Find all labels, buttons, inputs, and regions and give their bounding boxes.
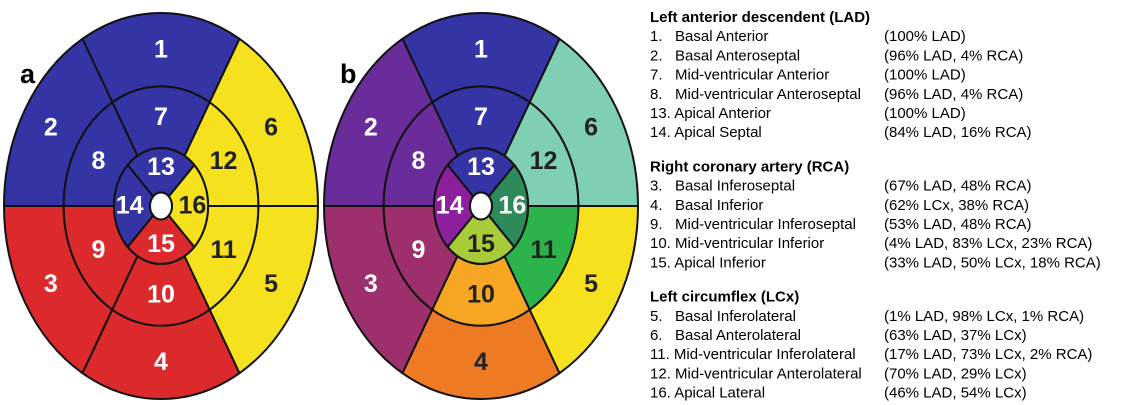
item-name: 3. Basal Inferoseptal	[650, 178, 795, 195]
segment-number: 10	[467, 280, 495, 308]
item-name: 8. Mid-ventricular Anteroseptal	[650, 86, 861, 103]
item-share: (62% LCx, 38% RCA)	[884, 197, 1029, 214]
segment-number: 8	[92, 147, 106, 175]
segment-number: 15	[467, 230, 495, 258]
segment-number: 11	[530, 236, 557, 264]
segment-number: 9	[412, 236, 426, 264]
item-share: (100% LAD)	[884, 67, 966, 84]
group-title: Left circumflex (LCx)	[650, 289, 799, 306]
segment-number: 13	[467, 153, 495, 181]
segment-number: 14	[116, 192, 144, 220]
segment-number: 3	[44, 270, 58, 298]
segment-number: 14	[436, 192, 464, 220]
segment-number: 8	[412, 147, 426, 175]
segment-number: 4	[474, 348, 488, 376]
item-name: 7. Mid-ventricular Anterior	[650, 67, 829, 84]
item-share: (84% LAD, 16% RCA)	[884, 124, 1032, 141]
item-share: (33% LAD, 50% LCx, 18% RCA)	[884, 254, 1101, 271]
item-share: (1% LAD, 98% LCx, 1% RCA)	[884, 308, 1084, 325]
segment-number: 13	[147, 153, 175, 181]
group-title: Right coronary artery (RCA)	[650, 158, 849, 175]
segment-number: 12	[210, 147, 238, 175]
segment-number: 16	[178, 192, 206, 220]
item-share: (63% LAD, 37% LCx)	[884, 327, 1027, 344]
segment-number: 6	[264, 113, 278, 141]
item-name: 11. Mid-ventricular Inferolateral	[650, 346, 856, 363]
item-name: 4. Basal Inferior	[650, 197, 763, 214]
group-title: Left anterior descendent (LAD)	[650, 9, 870, 26]
segment-number: 15	[147, 230, 175, 258]
segment-number: 11	[210, 236, 237, 264]
item-name: 2. Basal Anteroseptal	[650, 47, 800, 64]
item-share: (96% LAD, 4% RCA)	[884, 47, 1023, 64]
segment-number: 2	[364, 113, 378, 141]
item-name: 16. Apical Lateral	[650, 385, 765, 402]
segment-number: 7	[474, 103, 488, 131]
item-name: 13. Apical Anterior	[650, 105, 771, 122]
segment-number: 16	[498, 192, 526, 220]
item-share: (100% LAD)	[884, 105, 966, 122]
segment-number: 3	[364, 270, 378, 298]
item-share: (17% LAD, 73% LCx, 2% RCA)	[884, 346, 1092, 363]
item-name: 14. Apical Septal	[650, 124, 762, 141]
panel-label: b	[340, 59, 357, 89]
item-share: (70% LAD, 29% LCx)	[884, 365, 1027, 382]
item-share: (53% LAD, 48% RCA)	[884, 216, 1032, 233]
item-share: (67% LAD, 48% RCA)	[884, 178, 1032, 195]
item-name: 1. Basal Anterior	[650, 28, 768, 45]
segment-number: 5	[584, 270, 598, 298]
item-name: 9. Mid-ventricular Inferoseptal	[650, 216, 856, 233]
segment-number: 2	[44, 113, 58, 141]
item-name: 6. Basal Anterolateral	[650, 327, 801, 344]
item-share: (4% LAD, 83% LCx, 23% RCA)	[884, 235, 1092, 252]
segment-number: 6	[584, 113, 598, 141]
item-name: 15. Apical Inferior	[650, 254, 766, 271]
segment-number: 1	[154, 35, 168, 63]
segment-number: 12	[530, 147, 558, 175]
item-share: (100% LAD)	[884, 28, 966, 45]
center-hole	[469, 191, 493, 221]
segment-number: 5	[264, 270, 278, 298]
segment-number: 1	[474, 35, 488, 63]
segment-number: 4	[154, 348, 168, 376]
segment-number: 7	[154, 103, 168, 131]
item-name: 5. Basal Inferolateral	[650, 308, 796, 325]
center-hole	[149, 191, 173, 221]
item-share: (96% LAD, 4% RCA)	[884, 86, 1023, 103]
item-name: 12. Mid-ventricular Anterolateral	[650, 365, 862, 382]
segment-number: 9	[92, 236, 106, 264]
item-name: 10. Mid-ventricular Inferior	[650, 235, 824, 252]
panel-label: a	[20, 59, 36, 89]
segment-number: 10	[147, 280, 175, 308]
item-share: (46% LAD, 54% LCx)	[884, 385, 1027, 402]
